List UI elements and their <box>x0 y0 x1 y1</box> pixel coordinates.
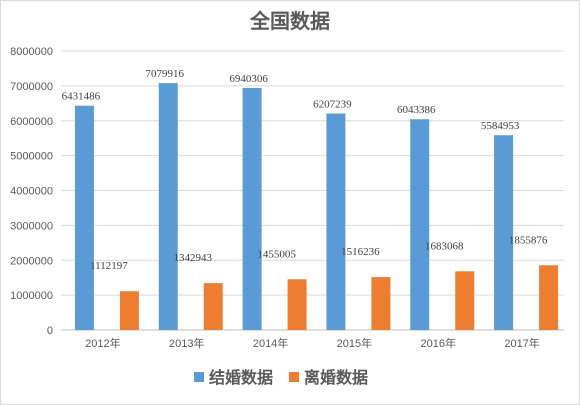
bar-divorce <box>203 283 223 330</box>
y-tick-label: 5000000 <box>10 151 53 163</box>
chart-title: 全国数据 <box>249 9 330 33</box>
bar-marriage <box>494 135 514 330</box>
x-tick-label: 2014年 <box>253 336 288 350</box>
y-tick-label: 7000000 <box>10 81 53 93</box>
y-tick-label: 1000000 <box>10 290 53 302</box>
data-label: 1516236 <box>341 246 380 258</box>
bar-marriage <box>242 87 262 331</box>
x-tick-label: 2017年 <box>504 336 539 350</box>
data-label: 6207239 <box>313 99 352 111</box>
y-tick-label: 4000000 <box>10 186 53 198</box>
data-labels: 6431486 1112197 7079916 1342943 6940306 14550… <box>62 68 548 272</box>
y-tick-label: 0 <box>47 325 53 337</box>
gridlines <box>61 50 564 331</box>
data-label: 1342943 <box>174 252 213 264</box>
x-tick-label: 2013年 <box>169 336 204 350</box>
x-axis: 2012年 2013年 2014年 2015年 2016年 2017年 <box>85 336 540 350</box>
bar-divorce <box>287 279 307 330</box>
y-tick-label: 3000000 <box>10 220 53 232</box>
y-tick-label: 8000000 <box>10 46 53 58</box>
bar-marriage <box>326 113 346 330</box>
data-label: 6043386 <box>397 104 436 116</box>
legend-swatch <box>289 372 299 382</box>
legend-swatch <box>194 372 204 382</box>
bars <box>74 83 559 331</box>
bar-divorce <box>455 271 475 330</box>
data-label: 5584953 <box>481 120 520 132</box>
data-label: 1112197 <box>90 260 128 272</box>
y-axis: 0 1000000 2000000 3000000 4000000 5000000 6000… <box>10 46 53 337</box>
bar-divorce <box>371 277 391 330</box>
legend-label: 离婚数据 <box>304 368 368 387</box>
x-tick-label: 2012年 <box>85 336 120 350</box>
data-label: 1855876 <box>509 234 548 246</box>
data-label: 6940306 <box>229 73 268 85</box>
data-label: 1683068 <box>425 240 464 252</box>
legend: 结婚数据 离婚数据 <box>194 368 368 387</box>
x-tick-label: 2015年 <box>337 336 372 350</box>
bar-marriage <box>74 105 94 330</box>
data-label: 1455005 <box>257 248 296 260</box>
data-label: 6431486 <box>62 91 101 103</box>
bar-marriage <box>158 83 178 331</box>
bar-divorce <box>119 291 139 330</box>
bar-divorce <box>539 265 559 330</box>
data-label: 7079916 <box>146 68 185 80</box>
x-tick-label: 2016年 <box>421 336 456 350</box>
bar-marriage <box>410 119 430 331</box>
y-tick-label: 2000000 <box>10 255 53 267</box>
legend-label: 结婚数据 <box>208 368 273 387</box>
y-tick-label: 6000000 <box>10 116 53 128</box>
